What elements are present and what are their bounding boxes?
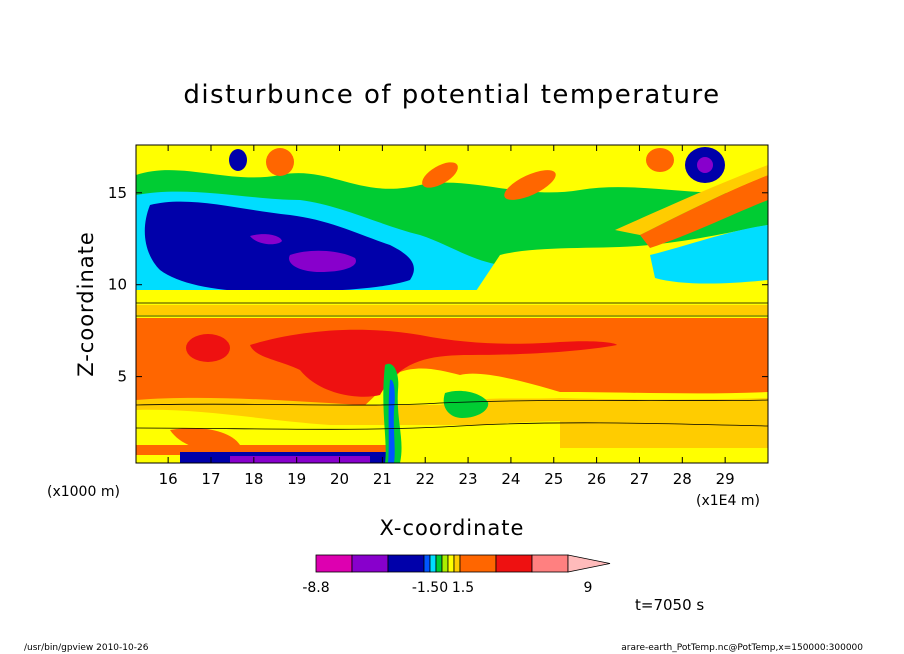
colorbar-label: -1.50 xyxy=(412,580,448,596)
low-green-patch xyxy=(443,390,489,418)
x-tick-label: 18 xyxy=(244,470,263,488)
colorbar-swatch xyxy=(453,554,461,573)
colorbar-swatch xyxy=(447,554,455,573)
colorbar-swatch xyxy=(435,554,443,573)
colorbar-arrow xyxy=(567,554,611,573)
chart-title: disturbunce of potential temperature xyxy=(183,80,720,110)
colorbar-swatch xyxy=(441,554,449,573)
x-tick-label: 25 xyxy=(544,470,563,488)
x-tick-label: 17 xyxy=(201,470,220,488)
x-tick-label: 16 xyxy=(159,470,178,488)
right-cyan-patch xyxy=(650,225,768,284)
colorbar-label: -8.8 xyxy=(302,580,329,596)
top-purple-blob-2 xyxy=(697,157,713,173)
x-tick-label: 21 xyxy=(373,470,392,488)
mid-light-orange xyxy=(136,305,768,315)
bottom-orange-strip xyxy=(136,445,386,455)
colorbar-swatch xyxy=(423,554,431,573)
plot-area xyxy=(136,145,768,463)
x-unit-left: (x1000 m) xyxy=(47,484,120,500)
upper-purple-patch-2 xyxy=(250,234,282,245)
contour-line-3 xyxy=(136,399,768,406)
x-tick-label: 23 xyxy=(459,470,478,488)
upper-purple-patch xyxy=(289,250,356,272)
colorbar-swatch xyxy=(429,554,437,573)
x-tick-label: 22 xyxy=(416,470,435,488)
x-axis-label: X-coordinate xyxy=(380,516,525,540)
right-orange-streak xyxy=(640,175,768,248)
x-tick-label: 29 xyxy=(716,470,735,488)
time-label: t=7050 s xyxy=(635,596,704,614)
colorbar: -8.8 -1.50 1.5 9 xyxy=(302,554,611,596)
plot-frame xyxy=(135,144,769,464)
y-tick-label: 15 xyxy=(108,184,127,202)
red-streak xyxy=(250,329,617,397)
colorbar-swatch xyxy=(351,554,389,573)
top-orange-blob-3 xyxy=(504,170,556,200)
x-tick-label: 20 xyxy=(330,470,349,488)
red-blob xyxy=(186,334,230,362)
x-tick-label: 28 xyxy=(673,470,692,488)
right-orange-streak-edge xyxy=(615,165,768,235)
x-tick-label: 19 xyxy=(287,470,306,488)
colorbar-swatch xyxy=(387,554,425,573)
colorbar-swatch xyxy=(315,554,353,573)
colorbar-swatch xyxy=(459,554,497,573)
top-blue-blob-1 xyxy=(229,149,247,171)
top-orange-blob-4 xyxy=(422,162,458,188)
x-unit-right: (x1E4 m) xyxy=(696,493,760,509)
y-axis-label: Z-coordinate xyxy=(74,231,98,377)
low-surface-orange xyxy=(560,420,768,448)
footer-left: /usr/bin/gpview 2010-10-26 xyxy=(24,643,149,653)
x-tick-label: 27 xyxy=(630,470,649,488)
y-axis-ticks: 5 10 15 xyxy=(108,184,768,386)
upper-blue-band xyxy=(144,201,414,292)
contour-line-4 xyxy=(136,422,768,430)
footer-right: arare-earth_PotTemp.nc@PotTemp,x=150000:… xyxy=(621,643,863,653)
top-orange-blob-1 xyxy=(266,148,294,176)
bottom-purple-strip xyxy=(230,456,370,463)
vertical-disturbance-core xyxy=(388,379,395,463)
x-tick-label: 26 xyxy=(587,470,606,488)
colorbar-label: 1.5 xyxy=(452,580,474,596)
y-tick-label: 10 xyxy=(108,276,127,294)
colorbar-swatch xyxy=(495,554,533,573)
y-tick-label: 5 xyxy=(117,368,127,386)
x-tick-label: 24 xyxy=(501,470,520,488)
colorbar-label: 9 xyxy=(584,580,593,596)
x-axis-ticks: 16 17 18 19 20 21 22 23 24 25 26 27 28 29 xyxy=(159,145,735,488)
top-orange-blob-2 xyxy=(646,148,674,172)
colorbar-swatch xyxy=(531,554,569,573)
